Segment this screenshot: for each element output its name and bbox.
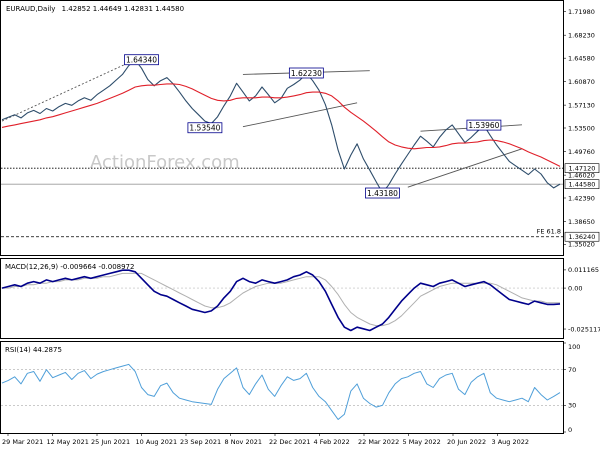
rsi-ytick-label-3: 0 <box>568 426 572 434</box>
price-label-box <box>124 54 159 66</box>
price-label-3: 1.43180 <box>365 187 400 199</box>
price-ytick-label-1: 1.68230 <box>568 32 595 40</box>
xtick-label-5: 8 Nov 2021 <box>225 438 263 446</box>
price-label-1: 1.53540 <box>187 122 223 134</box>
price-ytick-label-10: 1.35020 <box>568 241 595 249</box>
level-label-box <box>564 231 600 242</box>
price-ytick-label-5: 1.53500 <box>568 124 595 132</box>
price-label-text: 1.43180 <box>367 189 398 198</box>
price-label-box <box>187 122 223 134</box>
xtick-label-9: 5 May 2022 <box>403 438 441 446</box>
price-label-text: 1.62230 <box>291 69 322 78</box>
header-ohlc: 1.42852 1.44649 1.42831 1.44580 <box>62 5 184 13</box>
price-panel-header: EURAUD,Daily 1.42852 1.44649 1.42831 1.4… <box>6 5 184 13</box>
xtick-label-1: 12 May 2021 <box>47 438 89 446</box>
trendline-3 <box>407 148 523 188</box>
xtick-label-2: 25 Jun 2021 <box>91 438 130 446</box>
rsi-panel-frame <box>0 341 564 434</box>
macd-ytick-label-2: -0.025117 <box>568 325 600 333</box>
price-label-2: 1.62230 <box>288 67 324 79</box>
xtick-label-11: 3 Aug 2022 <box>492 438 530 446</box>
xtick-label-10: 20 Jun 2022 <box>447 438 486 446</box>
level-label-box <box>564 163 600 173</box>
price-label-text: 1.53540 <box>189 124 220 133</box>
xtick-label-4: 23 Sep 2021 <box>180 438 221 446</box>
header-symbol: EURAUD,Daily <box>6 5 55 13</box>
fe-label: FE 61.8 <box>537 228 561 236</box>
price-label-text: 1.53960 <box>468 121 499 130</box>
price-ytick-label-4: 1.57130 <box>568 101 595 109</box>
price-layer: 1.64340 1.53540 1.62230 1.43180 1.53960 1.471… <box>1 54 600 242</box>
watermark: ActionForex.com <box>90 152 240 173</box>
macd-layer <box>1 269 563 332</box>
ema-series-line <box>1 83 561 167</box>
rsi-layer <box>1 363 563 420</box>
xtick-label-0: 29 Mar 2021 <box>2 438 43 446</box>
xtick-label-8: 22 Mar 2022 <box>358 438 399 446</box>
macd-ytick-label-1: 0.00 <box>568 284 582 292</box>
rsi-ytick-label-2: 30 <box>568 402 576 410</box>
price-label-4: 1.53960 <box>466 119 502 131</box>
level-label-5: 1.47120 <box>564 163 600 173</box>
xtick-label-3: 10 Aug 2021 <box>136 438 178 446</box>
rsi-panel-header: RSI(14) 44.2875 <box>5 346 62 354</box>
level-label-text: 1.47120 <box>569 165 596 173</box>
price-ytick-label-8: 1.42390 <box>568 194 595 202</box>
macd-signal-line <box>2 272 560 327</box>
level-label-text: 1.44580 <box>569 181 596 189</box>
price-label-box <box>466 119 502 131</box>
axis-layer: 1.71980 1.68230 1.64580 1.60870 1.57130 1.535… <box>2 8 600 446</box>
price-ytick-label-0: 1.71980 <box>568 8 595 16</box>
macd-line <box>1 269 561 332</box>
price-label-box <box>365 187 400 199</box>
price-ytick-label-7: 1.46020 <box>568 171 595 179</box>
trendline-2 <box>242 102 358 128</box>
macd-panel-frame <box>0 258 564 339</box>
macd-panel-header: MACD(12,26,9) -0.009664 -0.008972 <box>5 263 134 271</box>
level-label-7: 1.36240 <box>564 231 600 242</box>
price-label-0: 1.64340 <box>124 54 159 66</box>
price-label-box <box>288 67 324 79</box>
macd-ytick-label-0: 0.011165 <box>568 266 599 274</box>
level-label-6: 1.44580 <box>564 179 600 189</box>
price-ytick-label-3: 1.60870 <box>568 78 595 86</box>
level-label-text: 1.36240 <box>569 233 596 241</box>
xtick-label-6: 22 Dec 2021 <box>269 438 311 446</box>
price-label-text: 1.64340 <box>126 56 157 65</box>
trendline-0 <box>1 59 136 122</box>
price-ytick-label-6: 1.49760 <box>568 148 595 156</box>
price-ytick-label-2: 1.64580 <box>568 54 595 62</box>
rsi-line <box>1 363 561 420</box>
price-ytick-label-9: 1.38650 <box>568 218 595 226</box>
rsi-ytick-label-1: 70 <box>568 366 576 374</box>
level-label-box <box>564 179 600 189</box>
price-series-line <box>1 59 561 194</box>
rsi-ytick-label-0: 100 <box>568 343 580 351</box>
xtick-label-7: 4 Feb 2022 <box>314 438 350 446</box>
